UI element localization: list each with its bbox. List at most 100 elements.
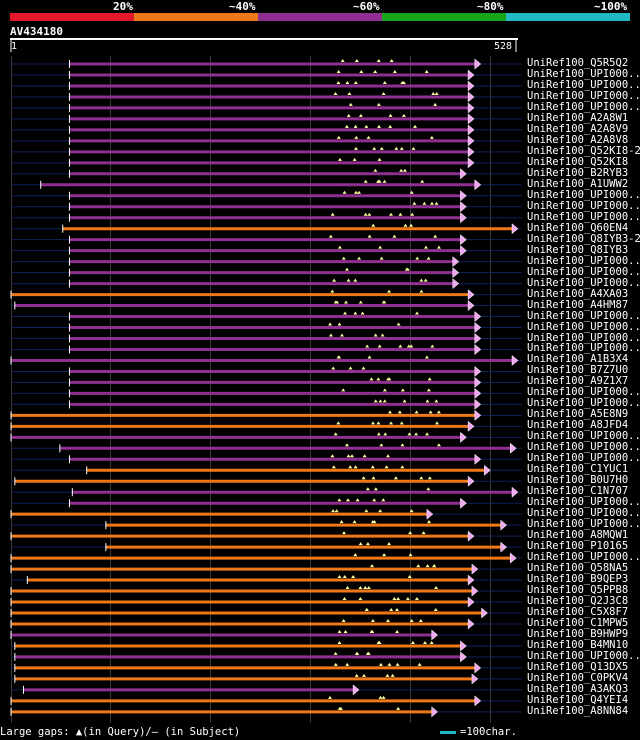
hit-label[interactable]: UniRef100_C0PKV4 bbox=[527, 671, 629, 684]
gap-marker bbox=[367, 234, 372, 238]
hit-label[interactable]: UniRef100_B9QEP3 bbox=[527, 573, 629, 586]
hit-label[interactable]: UniRef100_C1MPW5 bbox=[527, 616, 629, 629]
hit-label[interactable]: UniRef100_Q13DX5 bbox=[527, 660, 629, 673]
hit-label[interactable]: UniRef100_B9HWP9 bbox=[527, 627, 629, 640]
hit-label[interactable]: UniRef100_UPI000.. bbox=[527, 320, 640, 333]
hit-label[interactable]: UniRef100_A9Z1X7 bbox=[527, 375, 629, 388]
hit-label[interactable]: UniRef100_UPI000.. bbox=[527, 649, 640, 662]
gap-marker bbox=[354, 190, 359, 194]
hit-label[interactable]: UniRef100_A3AKQ3 bbox=[527, 682, 629, 695]
hit-label[interactable]: UniRef100_Q2J3C8 bbox=[527, 595, 629, 608]
gap-marker bbox=[404, 267, 409, 271]
hit-end-arrow bbox=[452, 256, 460, 268]
hit-label[interactable]: UniRef100_A2A8V9 bbox=[527, 122, 629, 135]
hit-label[interactable]: UniRef100_Q60EN4 bbox=[527, 221, 629, 234]
hit-label[interactable]: UniRef100_C5X8F7 bbox=[527, 606, 629, 618]
hit-label[interactable]: UniRef100_UPI000.. bbox=[527, 518, 640, 531]
hit-label[interactable]: UniRef100_C1N707 bbox=[527, 485, 629, 498]
hit-end-arrow bbox=[474, 387, 482, 399]
gap-marker bbox=[342, 190, 347, 194]
gap-marker bbox=[367, 355, 372, 359]
hit-end-arrow bbox=[460, 497, 467, 509]
hit-label[interactable]: UniRef100_UPI000.. bbox=[527, 100, 640, 113]
gap-marker bbox=[334, 509, 339, 513]
hit-label[interactable]: UniRef100_P10165 bbox=[527, 540, 629, 553]
hit-label[interactable]: UniRef100_Q5R5Q2 bbox=[527, 57, 629, 69]
gap-marker bbox=[365, 344, 370, 348]
hit-label[interactable]: UniRef100_A1UWW2 bbox=[527, 177, 629, 190]
hit-label[interactable]: UniRef100_UPI000.. bbox=[527, 441, 640, 454]
hit-label[interactable]: UniRef100_UPI000.. bbox=[527, 452, 640, 465]
hit-label[interactable]: UniRef100_UPI000.. bbox=[527, 309, 640, 322]
hit-label[interactable]: UniRef100_A2A8W1 bbox=[527, 111, 629, 124]
hit-label[interactable]: UniRef100_Q8IYB3-2 bbox=[527, 232, 640, 245]
ruler-start-label: 1 bbox=[11, 41, 18, 52]
hit-label[interactable]: UniRef100_A1B3X4 bbox=[527, 353, 629, 366]
hit-label[interactable]: UniRef100_A4HM87 bbox=[527, 298, 629, 311]
gap-marker bbox=[345, 586, 350, 590]
gap-marker bbox=[328, 234, 333, 238]
gap-marker bbox=[398, 344, 403, 348]
gap-marker bbox=[370, 465, 375, 469]
gap-marker bbox=[333, 91, 338, 95]
hit-end-arrow bbox=[467, 618, 475, 630]
hit-end-arrow bbox=[460, 168, 467, 180]
gap-marker bbox=[378, 399, 383, 403]
hit-label[interactable]: UniRef100_Q58NA5 bbox=[527, 562, 629, 575]
gap-marker bbox=[400, 465, 405, 469]
hit-label[interactable]: UniRef100_UPI000.. bbox=[527, 342, 640, 355]
hit-label[interactable]: UniRef100_B0U7H0 bbox=[527, 474, 629, 487]
hit-end-arrow bbox=[481, 607, 488, 619]
hit-label[interactable]: UniRef100_UPI000.. bbox=[527, 210, 640, 223]
hit-label[interactable]: UniRef100_Q4YEI4 bbox=[527, 693, 629, 706]
hit-label[interactable]: UniRef100_Q52KI8 bbox=[527, 155, 629, 168]
hit-label[interactable]: UniRef100_A5E8N9 bbox=[527, 408, 629, 421]
hit-label[interactable]: UniRef100_A8NN84 bbox=[527, 704, 629, 717]
gap-marker bbox=[373, 69, 378, 73]
hit-label[interactable]: UniRef100_UPI000.. bbox=[527, 331, 640, 344]
hit-label[interactable]: UniRef100_UPI000.. bbox=[527, 78, 640, 91]
hit-label[interactable]: UniRef100_B2RYB3 bbox=[527, 166, 629, 179]
hit-label[interactable]: UniRef100_B4MN10 bbox=[527, 638, 629, 651]
hit-label[interactable]: UniRef100_A8MQW1 bbox=[527, 529, 629, 542]
hit-label[interactable]: UniRef100_UPI000.. bbox=[527, 199, 640, 212]
hit-label[interactable]: UniRef100_UPI000.. bbox=[527, 254, 640, 267]
gap-marker bbox=[366, 651, 371, 655]
gap-marker bbox=[414, 311, 419, 315]
gap-marker bbox=[344, 267, 349, 271]
gap-marker bbox=[376, 421, 381, 425]
gap-marker bbox=[350, 454, 355, 458]
hit-label[interactable]: UniRef100_A4XA03 bbox=[527, 287, 629, 300]
gap-marker bbox=[377, 157, 382, 161]
hit-label[interactable]: UniRef100_UPI000.. bbox=[527, 496, 640, 509]
hit-label[interactable]: UniRef100_UPI000.. bbox=[527, 551, 640, 564]
hit-label[interactable]: UniRef100_UPI000.. bbox=[527, 265, 640, 278]
gap-marker bbox=[392, 234, 397, 238]
gap-marker bbox=[415, 256, 420, 260]
hit-label[interactable]: UniRef100_UPI000.. bbox=[527, 188, 640, 201]
hit-label[interactable]: UniRef100_Q5PPB8 bbox=[527, 584, 629, 597]
gap-marker bbox=[380, 333, 385, 337]
gap-marker bbox=[416, 564, 421, 568]
hit-label[interactable]: UniRef100_UPI000.. bbox=[527, 276, 640, 289]
hit-label[interactable]: UniRef100_Q8IYB3 bbox=[527, 243, 629, 256]
hit-label[interactable]: UniRef100_A2A8V8 bbox=[527, 133, 629, 146]
hit-label[interactable]: UniRef100_UPI000.. bbox=[527, 430, 640, 443]
hit-label[interactable]: UniRef100_UPI000.. bbox=[527, 386, 640, 399]
hit-label[interactable]: UniRef100_UPI000.. bbox=[527, 397, 640, 410]
gap-marker bbox=[383, 432, 388, 436]
hit-label[interactable]: UniRef100_UPI000.. bbox=[527, 67, 640, 80]
hit-label[interactable]: UniRef100_C1YUC1 bbox=[527, 463, 629, 476]
gap-marker bbox=[364, 608, 369, 611]
hit-label[interactable]: UniRef100_Q52KI8-2 bbox=[527, 144, 640, 157]
hit-label[interactable]: UniRef100_A8JFD4 bbox=[527, 419, 629, 432]
gap-marker bbox=[363, 212, 368, 216]
hit-label[interactable]: UniRef100_UPI000.. bbox=[527, 507, 640, 520]
hit-label[interactable]: UniRef100_UPI000.. bbox=[527, 89, 640, 102]
gap-marker bbox=[348, 465, 353, 469]
hit-label[interactable]: UniRef100_B7Z7U0 bbox=[527, 364, 629, 377]
legend-label-100: ~100% bbox=[594, 0, 628, 13]
gap-marker bbox=[388, 113, 393, 117]
gap-marker bbox=[434, 201, 439, 205]
gap-marker bbox=[358, 113, 363, 117]
